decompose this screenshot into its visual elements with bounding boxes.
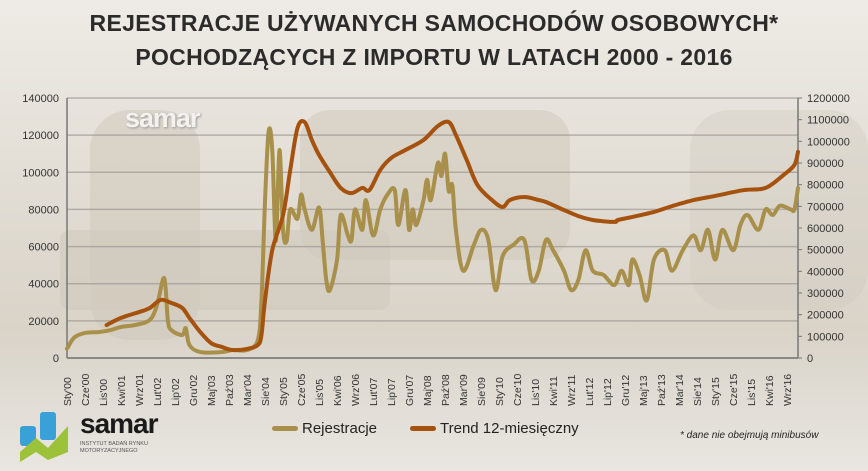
y-right-tick-label: 900000 bbox=[807, 158, 844, 170]
x-tick-label: Wrz'11 bbox=[566, 374, 578, 406]
x-tick-label: Kwi'11 bbox=[548, 376, 560, 406]
x-tick-label: Cze'05 bbox=[296, 373, 308, 406]
x-tick-label: Cze'15 bbox=[728, 373, 740, 406]
x-tick-label: Sty'00 bbox=[62, 377, 74, 406]
x-tick-label: Gru'02 bbox=[188, 375, 200, 406]
x-tick-label: Sty'05 bbox=[278, 377, 290, 406]
x-tick-label: Mar'04 bbox=[242, 374, 254, 406]
y-left-tick-label: 80000 bbox=[28, 204, 59, 216]
x-tick-label: Sty'15 bbox=[710, 377, 722, 406]
y-right-tick-label: 300000 bbox=[807, 288, 844, 300]
y-right-tick-label: 700000 bbox=[807, 201, 844, 213]
x-tick-label: Sie'09 bbox=[476, 377, 488, 406]
x-tick-label: Wrz'16 bbox=[782, 374, 794, 406]
y-right-tick-label: 200000 bbox=[807, 310, 844, 322]
y-right-tick-label: 0 bbox=[807, 353, 813, 365]
x-tick-label: Kwi'16 bbox=[764, 375, 776, 406]
legend-label: Trend 12-miesięczny bbox=[440, 420, 579, 437]
x-tick-label: Cze'10 bbox=[512, 373, 524, 406]
footnote: * dane nie obejmują minibusów bbox=[680, 430, 819, 441]
legend-label: Rejestracje bbox=[302, 420, 378, 437]
y-right-tick-label: 800000 bbox=[807, 180, 844, 192]
x-tick-label: Paź'03 bbox=[224, 374, 236, 406]
y-right-tick-label: 1000000 bbox=[807, 136, 850, 148]
x-tick-label: Lut'12 bbox=[584, 378, 596, 406]
y-right-tick-label: 500000 bbox=[807, 245, 844, 257]
y-right-tick-label: 100000 bbox=[807, 331, 844, 343]
x-tick-label: Sie'04 bbox=[260, 377, 272, 406]
x-tick-label: Paź'13 bbox=[656, 374, 668, 406]
x-tick-label: Sie'14 bbox=[692, 377, 704, 406]
x-tick-label: Lip'02 bbox=[170, 378, 182, 406]
logo-subtitle: INSTYTUT BADAŃ RYNKU MOTORYZACYJNEGO bbox=[80, 441, 148, 454]
x-tick-label: Lut'02 bbox=[152, 378, 164, 406]
x-tick-label: Wrz'01 bbox=[134, 374, 146, 406]
x-tick-label: Sty'10 bbox=[494, 377, 506, 406]
y-right-tick-label: 1200000 bbox=[807, 93, 850, 105]
x-tick-label: Lis'00 bbox=[98, 379, 110, 406]
x-tick-label: Mar'09 bbox=[458, 374, 470, 406]
x-tick-label: Cze'00 bbox=[80, 373, 92, 406]
y-left-tick-label: 140000 bbox=[22, 93, 59, 105]
x-tick-label: Gru'07 bbox=[404, 375, 416, 406]
y-left-tick-label: 20000 bbox=[28, 316, 59, 328]
chart-title-line1: REJESTRACJE UŻYWANYCH SAMOCHODÓW OSOBOWY… bbox=[89, 10, 779, 36]
x-tick-label: Maj'13 bbox=[638, 375, 650, 406]
x-tick-label: Gru'12 bbox=[620, 375, 632, 406]
x-tick-label: Lis'15 bbox=[746, 379, 758, 406]
y-right-tick-label: 400000 bbox=[807, 266, 844, 278]
x-tick-label: Lis'05 bbox=[314, 379, 326, 406]
y-left-tick-label: 100000 bbox=[22, 167, 59, 179]
series-line-trend bbox=[104, 118, 800, 353]
y-left-tick-label: 40000 bbox=[28, 279, 59, 291]
x-tick-label: Kwi'06 bbox=[332, 375, 344, 406]
samar-logo-icon bbox=[20, 412, 68, 462]
x-tick-label: Maj'08 bbox=[422, 375, 434, 406]
x-tick-label: Lip'07 bbox=[386, 378, 398, 406]
legend-swatch bbox=[272, 426, 298, 431]
x-tick-label: Lip'12 bbox=[602, 378, 614, 406]
legend-item-rejestracje: Rejestracje bbox=[272, 420, 377, 437]
legend-swatch bbox=[410, 426, 436, 431]
logo-name: samar bbox=[80, 408, 159, 439]
x-tick-label: Paź'08 bbox=[440, 374, 452, 406]
x-tick-label: Lis'10 bbox=[530, 379, 542, 406]
y-left-tick-label: 0 bbox=[53, 353, 59, 365]
y-left-tick-label: 120000 bbox=[22, 130, 59, 142]
x-tick-label: Lut'07 bbox=[368, 378, 380, 406]
y-left-tick-label: 60000 bbox=[28, 242, 59, 254]
samar-watermark: samar bbox=[125, 103, 201, 133]
x-tick-label: Mar'14 bbox=[674, 374, 686, 406]
chart-title-line2: POCHODZĄCYCH Z IMPORTU W LATACH 2000 - 2… bbox=[135, 44, 733, 70]
samar-logo: samar INSTYTUT BADAŃ RYNKU MOTORYZACYJNE… bbox=[18, 408, 178, 464]
y-right-tick-label: 600000 bbox=[807, 223, 844, 235]
legend-item-trend: Trend 12-miesięczny bbox=[410, 420, 579, 437]
x-tick-label: Wrz'06 bbox=[350, 374, 362, 406]
series-line-rejestracje bbox=[65, 126, 800, 355]
y-right-tick-label: 1100000 bbox=[807, 115, 849, 127]
x-tick-label: Maj'03 bbox=[206, 375, 218, 406]
x-tick-label: Kwi'01 bbox=[116, 375, 128, 406]
